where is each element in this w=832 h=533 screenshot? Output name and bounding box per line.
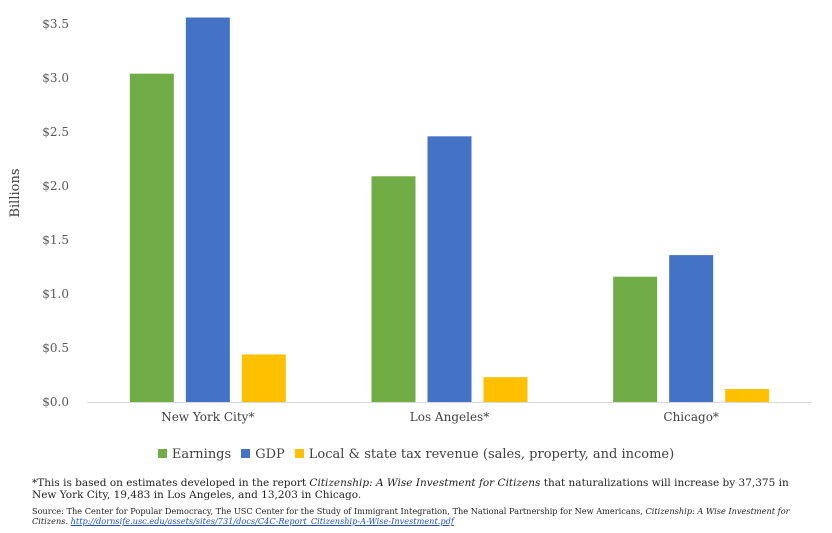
x-category-label: Chicago* bbox=[663, 410, 719, 424]
y-tick-label: $0.5 bbox=[42, 341, 69, 355]
footnote-report-title: Citizenship: A Wise Investment for Citiz… bbox=[309, 477, 541, 489]
source-prefix: Source: The Center for Popular Democracy… bbox=[32, 506, 646, 516]
y-tick-label: $1.0 bbox=[42, 287, 69, 301]
legend-label: Local & state tax revenue (sales, proper… bbox=[308, 447, 675, 462]
bars bbox=[129, 17, 770, 403]
legend-item: GDP bbox=[241, 447, 285, 462]
bar-gdp-2 bbox=[669, 255, 714, 402]
footnote-prefix: *This is based on estimates developed in… bbox=[32, 477, 310, 489]
bar-earnings-2 bbox=[613, 276, 658, 402]
source-separator: . bbox=[65, 516, 71, 526]
legend-swatch bbox=[241, 449, 251, 458]
bar-local-0 bbox=[241, 354, 286, 402]
y-tick-label: $2.5 bbox=[42, 125, 69, 139]
legend-item: Earnings bbox=[157, 447, 232, 462]
bar-gdp-0 bbox=[185, 17, 230, 403]
x-axis-categories: New York City* Los Angeles* Chicago* bbox=[161, 410, 719, 424]
footnote-suffix: that naturalizations will increase by 37… bbox=[32, 477, 789, 501]
legend-swatch bbox=[294, 449, 304, 458]
legend-label: GDP bbox=[255, 447, 285, 462]
legend: Earnings GDP Local & state tax revenue (sa… bbox=[0, 447, 832, 462]
y-tick-label: $3.5 bbox=[42, 17, 69, 31]
footnote: *This is based on estimates developed in… bbox=[32, 477, 812, 501]
bar-local-1 bbox=[483, 377, 528, 402]
x-category-label: New York City* bbox=[161, 410, 254, 424]
x-category-label: Los Angeles* bbox=[410, 410, 489, 424]
bar-chart: $0.0 $0.5 $1.0 $1.5 $2.0 $2.5 $3.0 $3.5 New Yor… bbox=[8, 17, 812, 424]
bar-earnings-0 bbox=[129, 73, 174, 403]
source-note: Source: The Center for Popular Democracy… bbox=[32, 506, 822, 526]
y-axis-ticks: $0.0 $0.5 $1.0 $1.5 $2.0 $2.5 $3.0 $3.5 bbox=[42, 17, 69, 409]
bar-gdp-1 bbox=[427, 136, 472, 402]
bar-earnings-1 bbox=[371, 176, 416, 402]
y-axis-label: Billions bbox=[8, 168, 23, 217]
bar-local-2 bbox=[725, 389, 770, 402]
source-link[interactable]: http://dornsife.usc.edu/assets/sites/731… bbox=[70, 516, 454, 526]
y-tick-label: $2.0 bbox=[42, 179, 69, 193]
y-tick-label: $3.0 bbox=[42, 71, 69, 85]
legend-label: Earnings bbox=[171, 447, 232, 462]
legend-swatch bbox=[157, 449, 167, 458]
y-tick-label: $1.5 bbox=[42, 233, 69, 247]
y-tick-label: $0.0 bbox=[42, 395, 69, 409]
legend-item: Local & state tax revenue (sales, proper… bbox=[294, 447, 675, 462]
source-report-title: Citizenship: A Wise Investment for Citiz… bbox=[32, 506, 790, 526]
